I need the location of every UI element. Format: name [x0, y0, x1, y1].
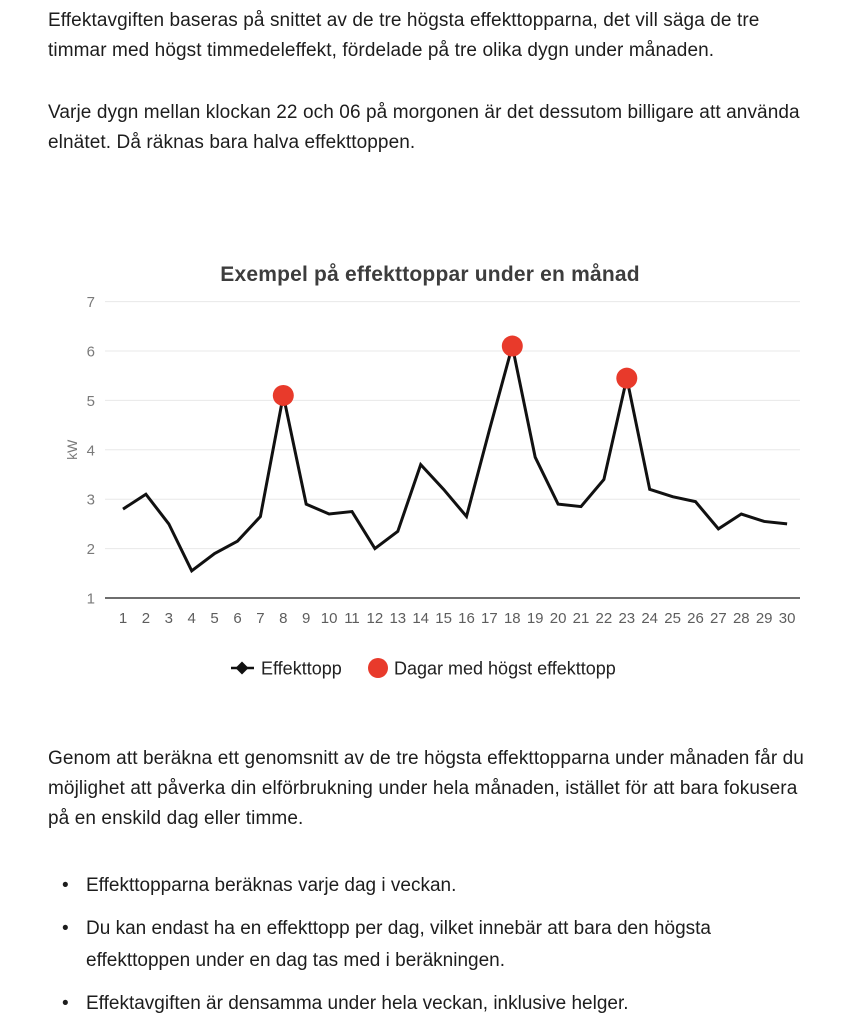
legend-diamond-icon	[235, 661, 249, 675]
list-item-text: Effektavgiften är densamma under hela ve…	[86, 993, 629, 1014]
x-tick-label: 10	[321, 610, 338, 627]
x-tick-label: 19	[527, 610, 544, 627]
x-tick-label: 20	[550, 610, 567, 627]
peak-dot	[501, 335, 523, 357]
power-peaks-chart: Exempel på effekttoppar under en månad 1 2…	[0, 238, 856, 688]
x-tick-label: 26	[687, 610, 704, 627]
effekttopp-line	[122, 345, 788, 574]
list-item-text: Du kan endast ha en effekttopp per dag, …	[86, 918, 711, 971]
x-tick-label: 18	[504, 610, 521, 627]
x-tick-label: 6	[233, 610, 241, 627]
peak-dot	[272, 384, 294, 406]
peak-dot	[616, 367, 638, 389]
x-tick-label: 7	[256, 610, 264, 627]
y-tick-label: 3	[87, 492, 95, 509]
x-tick-label: 4	[188, 610, 196, 627]
y-tick-label: 7	[87, 294, 95, 311]
x-tick-label: 25	[664, 610, 681, 627]
x-tick-label: 23	[618, 610, 635, 627]
x-tick-label: 22	[596, 610, 613, 627]
x-tick-label: 8	[279, 610, 287, 627]
legend-dot-icon	[368, 658, 388, 678]
list-item-text: Effekttopparna beräknas varje dag i veck…	[86, 875, 457, 896]
list-item: Effektavgiften är densamma under hela ve…	[62, 988, 808, 1020]
y-tick-label: 6	[87, 344, 95, 361]
x-tick-label: 9	[302, 610, 310, 627]
y-tick-label: 4	[87, 442, 95, 459]
x-tick-label: 3	[165, 610, 173, 627]
intro-paragraph-1: Effektavgiften baseras på snittet av de …	[48, 10, 760, 61]
x-tick-label: 21	[573, 610, 590, 627]
y-tick-label: 2	[87, 541, 95, 558]
x-tick-label: 1	[119, 610, 127, 627]
x-tick-label: 16	[458, 610, 475, 627]
list-item: Du kan endast ha en effekttopp per dag, …	[62, 913, 808, 977]
y-tick-label: 1	[87, 591, 95, 608]
x-tick-label: 24	[641, 610, 658, 627]
y-axis-label: kW	[64, 439, 80, 460]
legend-label-effekttopp: Effekttopp	[261, 659, 342, 679]
chart-title: Exempel på effekttoppar under en månad	[220, 263, 640, 286]
x-tick-label: 13	[389, 610, 406, 627]
line-chart-canvas: Exempel på effekttoppar under en månad12…	[64, 263, 800, 679]
x-tick-label: 12	[367, 610, 384, 627]
legend-label-hogst-effekttopp: Dagar med högst effekttopp	[394, 659, 616, 679]
y-tick-label: 5	[87, 393, 95, 410]
x-tick-label: 5	[210, 610, 218, 627]
x-tick-label: 17	[481, 610, 498, 627]
x-tick-label: 29	[756, 610, 773, 627]
x-tick-label: 30	[779, 610, 796, 627]
list-item: Effekttopparna beräknas varje dag i veck…	[62, 870, 808, 902]
x-tick-label: 14	[412, 610, 429, 627]
x-tick-label: 2	[142, 610, 150, 627]
outro-paragraph: Genom att beräkna ett genomsnitt av de t…	[48, 748, 804, 829]
article: Effektavgiften baseras på snittet av de …	[0, 6, 856, 1020]
intro-paragraph-2: Varje dygn mellan klockan 22 och 06 på m…	[48, 102, 800, 153]
x-tick-label: 11	[344, 610, 360, 627]
x-tick-label: 28	[733, 610, 750, 627]
x-tick-label: 15	[435, 610, 452, 627]
x-tick-label: 27	[710, 610, 727, 627]
bullet-list: Effekttopparna beräknas varje dag i veck…	[48, 870, 808, 1020]
